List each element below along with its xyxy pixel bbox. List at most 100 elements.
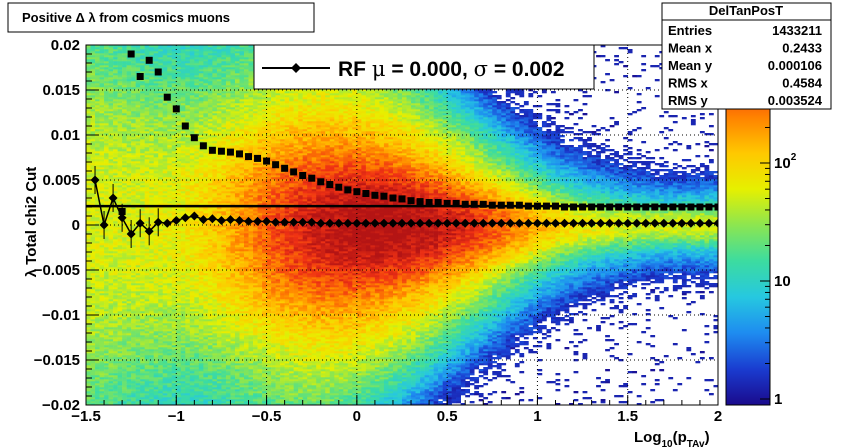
heatmap-cell <box>99 117 105 120</box>
heatmap-cell <box>194 251 200 254</box>
heatmap-cell <box>167 253 173 256</box>
heatmap-cell <box>90 237 96 240</box>
heatmap-cell <box>108 335 114 338</box>
heatmap-cell <box>104 81 109 84</box>
heatmap-cell <box>207 157 213 160</box>
heatmap-cell <box>194 253 200 256</box>
heatmap-cell <box>144 377 150 380</box>
heatmap-cell <box>95 403 100 405</box>
heatmap-cell <box>185 399 191 402</box>
heatmap-cell <box>176 183 182 186</box>
heatmap-cell <box>144 223 150 226</box>
heatmap-cell <box>135 375 141 378</box>
heatmap-cell <box>189 211 195 214</box>
heatmap-cell <box>113 363 118 366</box>
heatmap-cell <box>194 259 200 262</box>
heatmap-cell <box>117 111 123 114</box>
heatmap-cell <box>153 237 159 240</box>
heatmap-cell <box>203 127 209 130</box>
heatmap-cell <box>185 111 191 114</box>
heatmap-cell <box>135 283 141 286</box>
heatmap-cell <box>176 357 182 360</box>
heatmap-cell <box>144 379 150 382</box>
heatmap-cell <box>194 163 200 166</box>
heatmap-cell <box>194 145 200 148</box>
heatmap-cell <box>194 171 200 174</box>
heatmap-cell <box>203 137 209 140</box>
heatmap-cell <box>108 313 114 316</box>
heatmap-cell <box>194 285 200 288</box>
heatmap-cell <box>153 295 159 298</box>
heatmap-cell <box>176 317 182 320</box>
heatmap-cell <box>95 219 100 222</box>
heatmap-cell <box>194 355 200 358</box>
heatmap-cell <box>167 129 173 132</box>
heatmap-cell <box>117 335 123 338</box>
heatmap-cell <box>140 201 145 204</box>
heatmap-cell <box>95 395 100 398</box>
heatmap-cell <box>185 75 191 78</box>
heatmap-cell <box>117 351 123 354</box>
heatmap-cell <box>149 221 155 224</box>
heatmap-cell <box>153 257 159 260</box>
heatmap-cell <box>144 327 150 330</box>
heatmap-cell <box>167 113 173 116</box>
heatmap-cell <box>167 273 173 276</box>
heatmap-cell <box>140 357 145 360</box>
heatmap-cell <box>194 73 200 76</box>
heatmap-cell <box>95 383 100 386</box>
heatmap-cell <box>90 387 96 390</box>
heatmap-cell <box>171 145 177 148</box>
heatmap-cell <box>185 87 191 90</box>
heatmap-cell <box>153 125 159 128</box>
heatmap-cell <box>90 95 96 98</box>
heatmap-cell <box>198 389 204 392</box>
heatmap-cell <box>131 75 136 78</box>
heatmap-cell <box>189 101 195 104</box>
heatmap-cell <box>86 369 91 372</box>
heatmap-cell <box>135 353 141 356</box>
heatmap-cell <box>162 395 168 398</box>
heatmap-cell <box>126 163 132 166</box>
heatmap-cell <box>153 107 159 110</box>
heatmap-cell <box>189 53 195 56</box>
heatmap-cell <box>108 147 114 150</box>
heatmap-cell <box>126 249 132 252</box>
heatmap-cell <box>144 317 150 320</box>
heatmap-cell <box>135 387 141 390</box>
heatmap-cell <box>140 283 145 286</box>
heatmap-cell <box>189 129 195 132</box>
heatmap-cell <box>90 343 96 346</box>
heatmap-cell <box>171 183 177 186</box>
heatmap-cell <box>122 189 127 192</box>
heatmap-cell <box>95 301 100 304</box>
heatmap-cell <box>95 255 100 258</box>
heatmap-cell <box>167 289 173 292</box>
heatmap-cell <box>122 263 127 266</box>
heatmap-cell <box>108 275 114 278</box>
heatmap-cell <box>135 91 141 94</box>
heatmap-cell <box>99 193 105 196</box>
heatmap-cell <box>99 371 105 374</box>
heatmap-cell <box>203 165 209 168</box>
heatmap-cell <box>104 145 109 148</box>
heatmap-cell <box>131 375 136 378</box>
heatmap-cell <box>189 155 195 158</box>
heatmap-cell <box>194 165 200 168</box>
heatmap-cell <box>140 387 145 390</box>
heatmap-cell <box>104 47 109 50</box>
heatmap-cell <box>122 321 127 324</box>
heatmap-cell <box>108 81 114 84</box>
heatmap-cell <box>198 377 204 380</box>
heatmap-cell <box>117 227 123 230</box>
heatmap-cell <box>95 267 100 270</box>
heatmap-cell <box>99 233 105 236</box>
heatmap-cell <box>207 309 213 312</box>
heatmap-cell <box>171 99 177 102</box>
heatmap-cell <box>189 351 195 354</box>
heatmap-cell <box>140 203 145 206</box>
heatmap-cell <box>95 107 100 110</box>
heatmap-cell <box>194 267 200 270</box>
heatmap-cell <box>176 77 182 80</box>
heatmap-cell <box>117 261 123 264</box>
